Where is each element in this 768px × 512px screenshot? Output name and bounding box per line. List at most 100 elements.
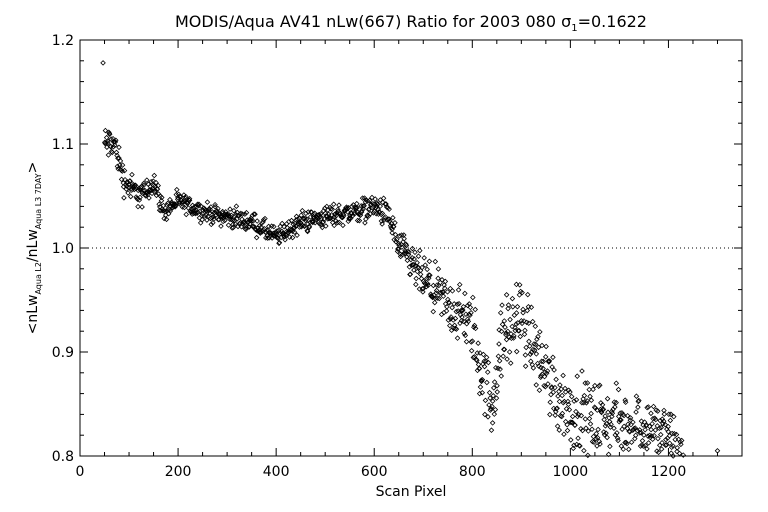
- data-point: [485, 414, 491, 420]
- data-point: [621, 423, 627, 430]
- data-point: [503, 336, 510, 343]
- data-point: [299, 207, 306, 214]
- data-point: [227, 206, 233, 212]
- data-point: [589, 438, 596, 445]
- data-point: [259, 228, 265, 235]
- data-point: [218, 223, 224, 229]
- data-point: [116, 144, 122, 151]
- data-point: [148, 178, 154, 185]
- data-point: [604, 395, 611, 402]
- data-point: [127, 193, 134, 200]
- data-point: [290, 224, 297, 231]
- data-point: [151, 172, 158, 179]
- data-point: [572, 422, 578, 428]
- data-point: [419, 264, 425, 271]
- data-point: [369, 205, 376, 211]
- data-point: [419, 286, 426, 292]
- data-point: [105, 152, 112, 158]
- data-point: [568, 419, 575, 426]
- data-point: [530, 346, 536, 353]
- data-point: [627, 415, 634, 421]
- data-point: [559, 392, 565, 399]
- data-point: [490, 392, 496, 399]
- data-point: [670, 453, 676, 459]
- data-point: [117, 158, 124, 164]
- data-point: [599, 402, 606, 408]
- x-tick-label: 800: [459, 464, 486, 480]
- data-point: [230, 221, 236, 228]
- data-point: [434, 282, 440, 288]
- data-point: [483, 354, 490, 361]
- data-point: [149, 190, 155, 197]
- data-point: [480, 351, 487, 358]
- data-point: [121, 195, 127, 201]
- data-point: [103, 140, 109, 146]
- data-point: [530, 365, 537, 371]
- data-point: [608, 421, 614, 428]
- data-point: [493, 395, 500, 401]
- x-tick-label: 1200: [651, 464, 687, 480]
- data-point: [484, 369, 491, 375]
- data-point: [661, 411, 668, 417]
- data-point: [445, 317, 452, 323]
- data-point: [306, 223, 313, 230]
- data-point: [474, 357, 480, 364]
- data-point: [638, 418, 645, 424]
- data-point: [581, 447, 587, 454]
- data-point: [341, 212, 347, 219]
- data-point: [560, 399, 567, 406]
- data-point: [412, 249, 418, 256]
- data-point: [453, 326, 460, 332]
- data-point: [392, 220, 398, 226]
- data-point: [534, 360, 541, 367]
- data-point: [461, 330, 467, 337]
- data-point: [607, 424, 614, 430]
- data-point: [119, 162, 126, 168]
- data-point: [183, 211, 189, 218]
- data-point: [288, 217, 295, 224]
- data-point: [574, 373, 581, 379]
- data-point: [460, 318, 467, 325]
- data-point: [144, 189, 150, 196]
- data-point: [420, 289, 426, 295]
- data-point: [501, 318, 508, 324]
- data-point: [408, 262, 415, 269]
- data-point: [662, 442, 669, 448]
- data-point: [207, 210, 213, 216]
- data-point: [680, 452, 687, 458]
- data-point: [106, 131, 113, 137]
- data-point: [326, 215, 333, 221]
- data-point: [386, 216, 392, 222]
- data-point: [174, 186, 180, 193]
- data-point: [649, 436, 656, 443]
- data-point: [571, 442, 577, 449]
- data-point: [537, 329, 543, 335]
- data-point: [553, 376, 559, 383]
- data-point: [546, 358, 553, 364]
- data-point: [570, 445, 577, 452]
- data-point: [199, 216, 206, 223]
- data-point: [491, 411, 498, 417]
- data-point: [301, 223, 308, 230]
- data-point: [366, 197, 373, 204]
- data-point: [329, 206, 335, 213]
- data-point: [456, 301, 462, 307]
- data-point: [560, 372, 566, 379]
- data-point: [575, 435, 581, 441]
- data-point: [336, 202, 342, 208]
- data-point: [550, 354, 556, 361]
- data-point: [220, 218, 226, 225]
- data-point: [271, 223, 277, 230]
- data-point: [494, 389, 501, 395]
- data-point: [144, 177, 150, 183]
- data-point: [670, 443, 676, 449]
- data-point: [380, 199, 386, 206]
- data-point: [460, 307, 466, 313]
- data-point: [496, 341, 502, 347]
- data-point: [196, 215, 203, 221]
- data-point: [655, 435, 661, 442]
- data-point: [460, 303, 467, 310]
- data-point: [186, 195, 193, 202]
- data-point: [510, 304, 516, 310]
- data-point: [550, 389, 557, 395]
